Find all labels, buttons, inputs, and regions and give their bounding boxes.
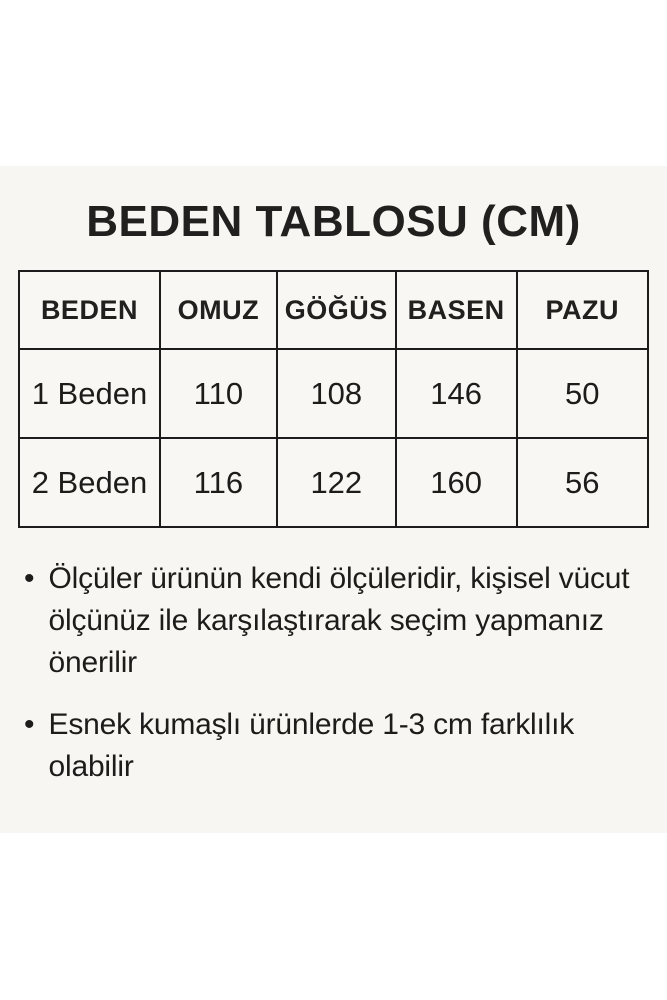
cell-omuz-value: 110 [158, 348, 278, 440]
column-header-basen: BASEN [394, 270, 518, 351]
column-header-beden: BEDEN [18, 270, 161, 351]
cell-basen-value: 160 [394, 437, 518, 529]
bullet-icon: • [24, 708, 35, 742]
cell-basen-value: 146 [394, 348, 518, 440]
cell-omuz-value: 116 [158, 437, 278, 529]
cell-gogus-value: 108 [275, 348, 397, 440]
cell-pazu-value: 50 [515, 348, 650, 440]
note-text: Esnek kumaşlı ürünlerde 1-3 cm farklılık… [48, 708, 575, 784]
list-item: • Esnek kumaşlı ürünlerde 1-3 cm farklıl… [24, 704, 645, 788]
cell-pazu-value: 56 [515, 437, 650, 529]
cell-size-label: 2 Beden [18, 437, 161, 529]
table-row: 1 Beden 110 108 146 50 [18, 348, 650, 440]
cell-gogus-value: 122 [275, 437, 397, 529]
table-row: 2 Beden 116 122 160 56 [18, 437, 650, 529]
bullet-icon: • [24, 562, 35, 596]
column-header-omuz: OMUZ [158, 270, 278, 351]
notes-list: • Ölçüler ürünün kendi ölçüleridir, kişi… [18, 558, 649, 788]
page-title: BEDEN TABLOSU (CM) [86, 197, 581, 246]
size-table: BEDEN OMUZ GÖĞÜS BASEN PAZU 1 Beden 110 … [18, 270, 650, 529]
note-text: Ölçüler ürünün kendi ölçüleridir, kişise… [48, 562, 630, 680]
list-item: • Ölçüler ürünün kendi ölçüleridir, kişi… [24, 558, 645, 684]
size-chart-panel: BEDEN TABLOSU (CM) BEDEN OMUZ GÖĞÜS BASE… [0, 166, 667, 833]
column-header-gogus: GÖĞÜS [275, 270, 397, 351]
column-header-pazu: PAZU [515, 270, 650, 351]
cell-size-label: 1 Beden [18, 348, 161, 440]
table-header-row: BEDEN OMUZ GÖĞÜS BASEN PAZU [18, 270, 650, 351]
